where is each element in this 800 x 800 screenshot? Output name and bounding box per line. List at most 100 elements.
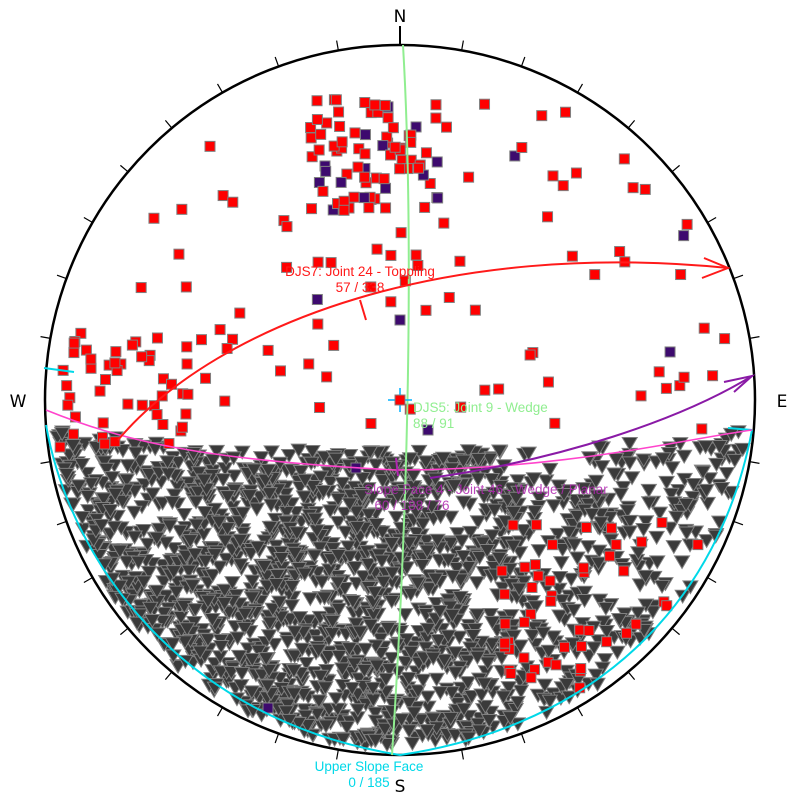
square-pole <box>575 640 587 652</box>
triangle-pole <box>191 645 209 660</box>
square-pole <box>313 144 325 156</box>
triangle-pole <box>505 505 522 521</box>
triangle-pole <box>348 520 366 536</box>
square-pole <box>369 99 381 111</box>
triangle-pole <box>708 457 725 473</box>
triangle-pole <box>555 487 573 503</box>
square-pole <box>359 129 371 141</box>
triangle-pole <box>446 479 463 494</box>
triangle-pole <box>585 641 603 656</box>
triangle-pole <box>541 462 559 478</box>
triangle-pole <box>341 449 359 464</box>
triangle-pole <box>635 522 652 538</box>
triangle-pole <box>216 583 233 599</box>
degree-tick <box>336 40 339 51</box>
triangle-pole <box>587 668 605 683</box>
triangle-pole <box>261 487 278 502</box>
triangle-pole <box>576 585 594 600</box>
triangle-pole <box>154 496 171 511</box>
triangle-pole <box>148 531 166 546</box>
square-pole <box>200 372 212 384</box>
square-pole <box>136 399 148 411</box>
degree-tick <box>216 707 224 717</box>
square-pole <box>639 183 651 195</box>
triangle-pole <box>199 594 217 609</box>
triangle-pole <box>341 497 359 512</box>
triangle-pole <box>534 626 552 641</box>
triangle-pole <box>229 631 247 646</box>
triangle-pole <box>241 489 259 504</box>
triangle-pole <box>243 685 261 700</box>
triangle-pole <box>290 443 308 458</box>
degree-tick <box>216 83 224 93</box>
square-pole <box>430 112 442 124</box>
triangle-pole <box>106 520 123 535</box>
triangle-pole <box>336 506 353 521</box>
degree-tick <box>576 707 584 717</box>
triangle-pole <box>169 659 187 675</box>
triangle-pole <box>614 480 632 496</box>
square-pole <box>214 324 226 336</box>
triangle-pole <box>525 472 543 487</box>
degree-tick <box>274 733 280 744</box>
triangle-pole <box>545 499 563 514</box>
triangle-pole <box>98 462 115 477</box>
triangle-pole <box>327 452 345 467</box>
square-pole <box>719 333 731 345</box>
triangle-pole <box>606 467 623 482</box>
triangle-pole <box>135 575 153 590</box>
triangle-pole <box>304 445 321 460</box>
triangle-pole <box>286 625 304 640</box>
square-pole <box>575 663 587 675</box>
triangle-pole <box>285 687 303 702</box>
square-pole <box>126 339 138 351</box>
triangle-pole <box>219 490 237 505</box>
square-pole <box>135 282 147 294</box>
triangle-pole <box>106 487 124 503</box>
triangle-pole <box>459 444 477 459</box>
triangle-pole <box>321 504 339 519</box>
triangle-pole <box>230 649 248 665</box>
square-pole <box>678 371 690 383</box>
triangle-pole <box>367 458 385 473</box>
square-pole <box>463 171 475 183</box>
triangle-pole <box>338 720 356 736</box>
djs5-orientation-label: 88 / 91 <box>413 416 454 431</box>
triangle-pole <box>537 474 555 489</box>
square-pole <box>404 403 416 415</box>
triangle-pole <box>598 625 616 640</box>
degree-tick <box>56 274 67 280</box>
triangle-pole <box>73 511 91 526</box>
square-pole <box>566 250 578 262</box>
triangle-pole <box>252 451 270 466</box>
triangle-pole <box>143 614 161 629</box>
triangle-pole <box>269 569 286 584</box>
degree-tick <box>336 749 339 760</box>
square-pole <box>519 561 531 573</box>
triangle-pole <box>366 706 384 721</box>
triangle-pole <box>180 564 198 579</box>
triangle-pole <box>530 544 548 559</box>
square-pole <box>336 136 348 148</box>
square-pole <box>424 178 436 190</box>
triangle-pole <box>165 565 183 580</box>
square-pole <box>438 217 450 229</box>
triangle-pole <box>430 633 447 649</box>
square-pole <box>681 218 693 230</box>
square-pole <box>97 417 109 429</box>
square-pole <box>394 163 406 175</box>
triangle-pole <box>651 506 669 521</box>
triangle-pole <box>300 614 317 629</box>
triangle-pole <box>436 653 453 668</box>
triangle-pole <box>711 440 728 455</box>
square-pole <box>454 255 466 267</box>
triangle-pole <box>111 544 129 559</box>
triangle-pole <box>621 514 639 530</box>
triangle-pole <box>337 525 354 540</box>
triangle-pole <box>339 540 357 555</box>
square-pole <box>204 140 216 152</box>
square-pole <box>262 344 274 356</box>
triangle-pole <box>58 467 75 483</box>
square-pole <box>420 304 432 316</box>
triangle-pole <box>591 593 609 608</box>
